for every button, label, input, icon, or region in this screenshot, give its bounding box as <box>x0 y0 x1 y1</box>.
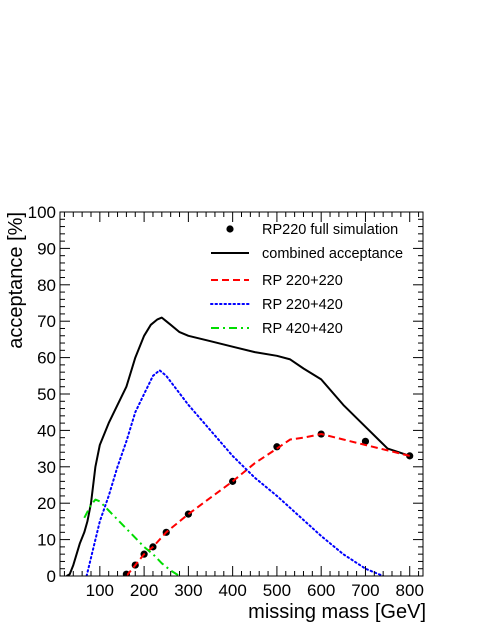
legend-marker-rp220-full-simulation <box>226 225 234 233</box>
y-tick-label: 50 <box>37 385 56 404</box>
axis-ticks: 0 10 20 30 40 50 60 70 80 90 100 100 200 300 400 500 600… <box>28 203 424 600</box>
legend-label-combined-acceptance: combined acceptance <box>262 246 403 262</box>
y-axis-title: acceptance [%] <box>5 212 27 349</box>
x-tick-label: 600 <box>307 581 335 600</box>
legend: RP220 full simulation combined acceptance… <box>210 222 403 337</box>
x-tick-label: 300 <box>174 581 202 600</box>
legend-label-rp-420-420: RP 420+420 <box>262 321 343 337</box>
y-tick-label: 40 <box>37 421 56 440</box>
x-tick-label: 700 <box>351 581 379 600</box>
y-tick-label: 100 <box>28 203 56 222</box>
y-tick-label: 0 <box>47 567 56 586</box>
plot-content <box>66 316 414 576</box>
series-line-rp-420-420 <box>83 498 181 576</box>
series-line-rp-220-420 <box>85 369 385 576</box>
data-point-rp220-full-simulation <box>273 443 281 451</box>
plot-border <box>59 211 424 577</box>
series-line-rp-220-220 <box>125 433 410 576</box>
y-tick-label: 70 <box>37 312 56 331</box>
y-tick-label: 20 <box>37 494 56 513</box>
data-point-rp220-full-simulation <box>361 437 370 445</box>
x-tick-label: 500 <box>263 581 291 600</box>
y-tick-label: 80 <box>37 276 56 295</box>
x-tick-label: 100 <box>86 581 114 600</box>
x-axis-title: missing mass [GeV] <box>248 601 426 623</box>
legend-label-rp220-full-simulation: RP220 full simulation <box>262 222 398 238</box>
y-tick-label: 10 <box>37 531 56 550</box>
plot-frame <box>59 211 424 577</box>
x-tick-label: 400 <box>218 581 246 600</box>
x-tick-label: 800 <box>396 581 424 600</box>
data-point-rp220-full-simulation <box>406 452 414 460</box>
series-line-combined-acceptance <box>66 316 411 576</box>
legend-label-rp-220-220: RP 220+220 <box>262 273 343 289</box>
legend-label-rp-220-420: RP 220+420 <box>262 297 343 313</box>
x-tick-label: 200 <box>130 581 158 600</box>
y-tick-label: 60 <box>37 349 56 368</box>
y-tick-label: 90 <box>37 239 56 258</box>
y-tick-label: 30 <box>37 458 56 477</box>
